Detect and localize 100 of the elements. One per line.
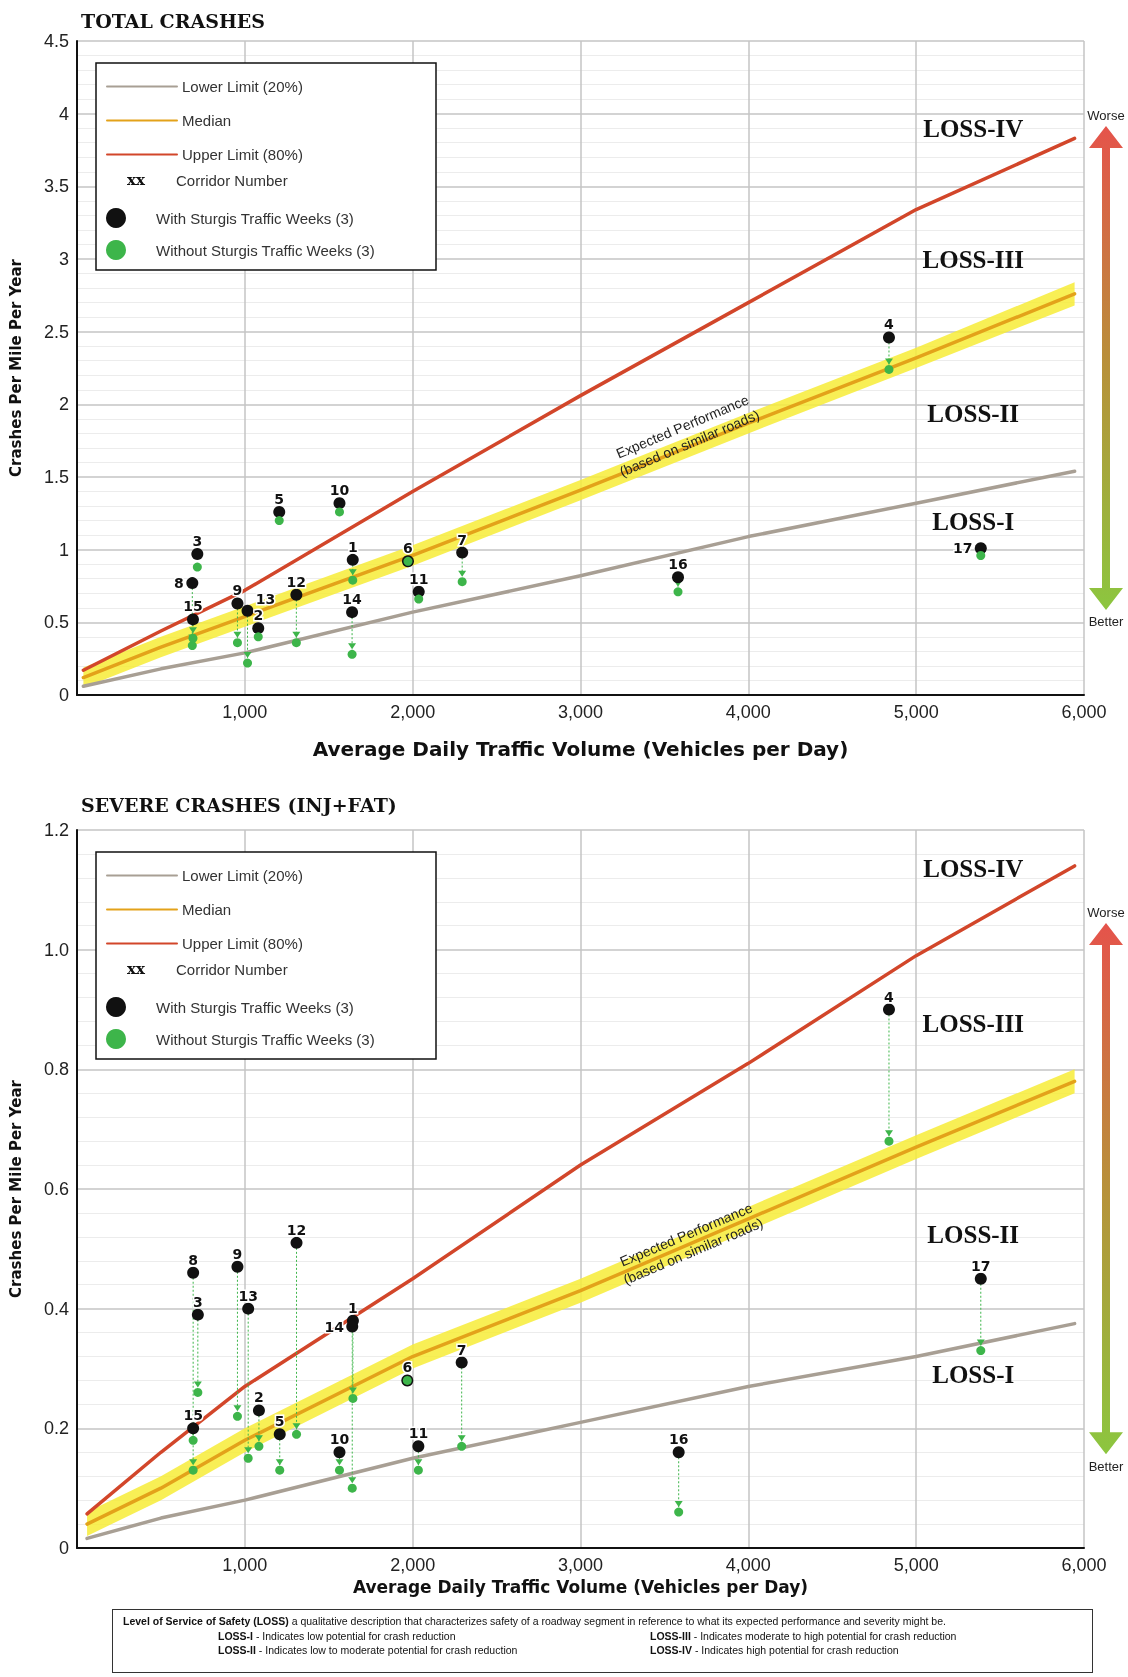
point — [672, 1446, 685, 1459]
annotation: LOSS-II — [927, 1220, 1020, 1248]
annotation: 10 — [329, 482, 350, 499]
annotation: 5 — [274, 490, 285, 507]
y-tick-label: 2.5 — [43, 321, 69, 342]
point — [243, 1453, 253, 1463]
legend-label: Median — [182, 901, 232, 918]
y-tick-label: 0.5 — [43, 612, 69, 633]
y-tick-label: 0.8 — [43, 1059, 69, 1080]
y-tick-label: 0 — [58, 1538, 69, 1558]
legend-label: Median — [182, 112, 232, 129]
annotation: 6 — [402, 1359, 413, 1376]
line-series — [81, 136, 1077, 673]
y-axis-title: Crashes Per Mile Per Year — [6, 1079, 25, 1298]
point — [191, 1308, 204, 1321]
text: Level of Service of Safety (LOSS) — [123, 1615, 289, 1627]
y-tick-label: 0.4 — [43, 1298, 69, 1319]
x-tick-label: 3,000 — [557, 702, 604, 722]
x-axis-title: Average Daily Traffic Volume (Vehicles per Day) — [312, 737, 849, 761]
y-tick-label: 4.5 — [43, 31, 69, 51]
annotation: 15 — [183, 1407, 203, 1424]
point — [976, 1346, 986, 1356]
annotation: 8 — [188, 1251, 199, 1268]
legend-label: With Sturgis Traffic Weeks (3) — [156, 998, 354, 1016]
point — [348, 1393, 358, 1403]
point — [457, 1441, 467, 1451]
x-tick-label: 1,000 — [222, 702, 268, 722]
x-tick-label: 4,000 — [725, 1555, 771, 1575]
y-tick-label: 3 — [58, 249, 69, 269]
point — [335, 1465, 344, 1475]
annotation: 2 — [253, 607, 264, 624]
annotation: 12 — [286, 573, 307, 590]
point — [186, 613, 199, 626]
text: LOSS-II - Indicates low to moderate potential for crash reduction — [218, 1644, 519, 1656]
legend-label: With Sturgis Traffic Weeks (3) — [156, 209, 354, 227]
y-tick-label: 3.5 — [43, 176, 69, 197]
y-tick-label: 1.0 — [43, 939, 69, 960]
annotation: 7 — [457, 531, 468, 548]
annotation: 4 — [884, 988, 895, 1005]
x-tick-label: 2,000 — [390, 702, 436, 722]
y-tick-label: 1.2 — [43, 820, 69, 840]
annotation: 11 — [408, 570, 429, 587]
annotation: LOSS-II — [927, 399, 1020, 427]
annotation: LOSS-I — [932, 508, 1015, 536]
point — [412, 1440, 425, 1453]
x-tick-label: 3,000 — [557, 1555, 604, 1575]
annotation: 2 — [254, 1389, 264, 1406]
point — [884, 364, 894, 374]
point — [672, 571, 685, 584]
annotation: LOSS-III — [922, 245, 1024, 273]
point — [455, 1356, 468, 1369]
text: Better — [1087, 613, 1125, 629]
annotation: 17 — [953, 540, 973, 557]
point — [275, 1465, 285, 1475]
annotation: LOSS-III — [922, 1009, 1024, 1037]
annotation: 16 — [668, 1431, 689, 1448]
point — [346, 553, 359, 566]
point — [232, 1411, 242, 1421]
point — [457, 577, 467, 587]
point — [253, 632, 263, 642]
annotation: LOSS-IV — [923, 854, 1024, 882]
point — [232, 638, 242, 648]
text: xx Corridor Number — [127, 171, 288, 189]
text: LOSS-III - Indicates moderate to high potential for crash reduction — [650, 1630, 958, 1642]
annotation: 9 — [232, 1245, 243, 1262]
point — [191, 548, 204, 561]
legend-label: Without Sturgis Traffic Weeks (3) — [156, 241, 375, 259]
y-tick-label: 0.2 — [43, 1418, 69, 1439]
point — [252, 1404, 265, 1417]
legend-label: Upper Limit (80%) — [182, 935, 303, 952]
x-tick-label: 2,000 — [390, 1555, 436, 1575]
legend-label: Without Sturgis Traffic Weeks (3) — [156, 1030, 375, 1048]
point — [882, 1003, 895, 1016]
point — [292, 1429, 302, 1439]
point — [976, 550, 986, 560]
point — [243, 658, 253, 668]
point — [274, 516, 284, 526]
point — [187, 1266, 200, 1279]
text: xx Corridor Number — [127, 960, 288, 978]
point — [187, 1422, 200, 1435]
x-tick-label: 5,000 — [893, 1555, 939, 1575]
annotation: 16 — [668, 556, 688, 573]
point — [252, 622, 265, 635]
annotation: LOSS-IV — [923, 115, 1024, 143]
annotation: 1 — [347, 538, 358, 555]
point — [188, 1435, 198, 1445]
point — [346, 606, 359, 619]
point — [273, 505, 286, 518]
annotation: LOSS-I — [932, 1361, 1015, 1389]
x-tick-label: 1,000 — [222, 1555, 268, 1575]
annotation: 10 — [329, 1431, 350, 1448]
annotation: 12 — [286, 1221, 307, 1238]
point — [241, 604, 254, 617]
point — [290, 588, 303, 601]
annotation: 13 — [238, 1287, 258, 1304]
point — [456, 546, 469, 559]
y-tick-label: 0.6 — [43, 1179, 69, 1199]
x-axis-title: Average Daily Traffic Volume (Vehicles per Day) — [352, 1577, 809, 1598]
annotation: 3 — [192, 533, 203, 550]
y-axis-title: Crashes Per Mile Per Year — [6, 258, 25, 477]
